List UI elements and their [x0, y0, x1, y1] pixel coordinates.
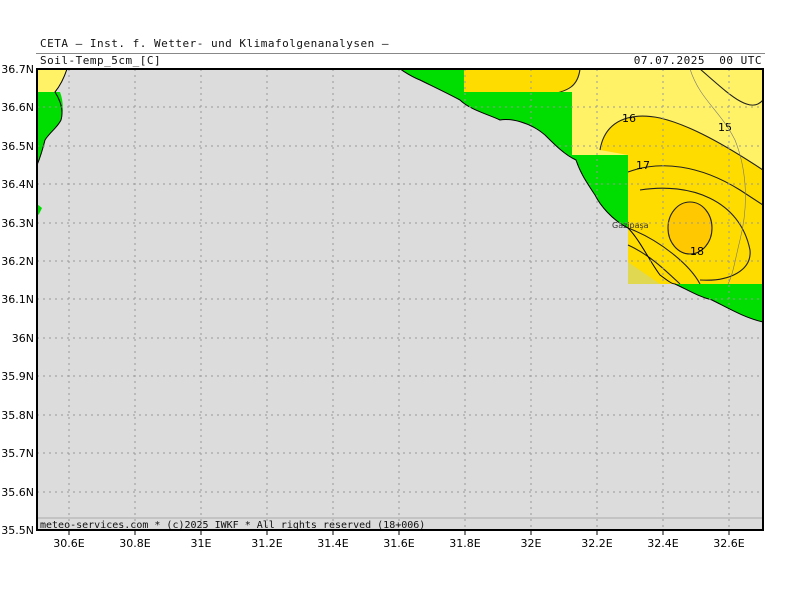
lat-tick-label: 36.1N [1, 293, 34, 306]
northwest-land [37, 69, 67, 92]
band-coastal [628, 262, 660, 284]
lon-tick-label: 32.6E [713, 537, 744, 550]
lat-tick-label: 35.9N [1, 370, 34, 383]
lat-tick-label: 36.4N [1, 178, 34, 191]
lat-tick-label: 36.2N [1, 255, 34, 268]
isotherms [544, 69, 763, 285]
lon-tick-label: 31.4E [317, 537, 348, 550]
longitude-labels: 30.6E 30.8E 31E 31.2E 31.4E 31.6E 31.8E … [53, 537, 744, 550]
coastline-west [37, 69, 68, 166]
lat-tick-label: 36.6N [1, 101, 34, 114]
lon-tick-label: 32.4E [647, 537, 678, 550]
band-17-18 [668, 202, 712, 254]
coastline [399, 69, 763, 323]
lon-tick-label: 31.2E [251, 537, 282, 550]
isotherm-15 [699, 69, 763, 106]
lon-tick-label: 32.2E [581, 537, 612, 550]
land-mask-west-small [37, 204, 42, 216]
land-mask-northeast [400, 69, 628, 228]
tick-marks [68, 530, 730, 535]
city-label-gazipasa: Gazipaşa [612, 221, 649, 230]
contour-label-18: 18 [690, 245, 704, 258]
graticule [37, 69, 763, 530]
map-frame [36, 68, 764, 531]
terrain-line [689, 69, 746, 285]
isotherm-coastal [627, 244, 681, 285]
footer-copyright: meteo-services.com * (c)2025 IWKF * All … [40, 520, 425, 531]
header-institute: CETA – Inst. f. Wetter- und Klimafolgena… [40, 37, 390, 50]
lon-tick-label: 30.6E [53, 537, 84, 550]
isotherm-17 [627, 165, 763, 206]
lat-tick-label: 35.5N [1, 524, 34, 537]
land-mask [37, 69, 763, 322]
isotherm-coastal-b [627, 227, 701, 285]
valid-time: 07.07.2025 00 UTC [633, 54, 762, 67]
lat-tick-label: 35.7N [1, 447, 34, 460]
lon-tick-label: 32E [521, 537, 542, 550]
lon-tick-label: 30.8E [119, 537, 150, 550]
land-mask-west [37, 92, 63, 165]
variable-label: Soil-Temp_5cm_[C] [40, 54, 162, 67]
lat-tick-label: 36.3N [1, 217, 34, 230]
band-16-17-east [600, 116, 763, 284]
lon-tick-label: 31.6E [383, 537, 414, 550]
header-divider [36, 53, 765, 54]
lat-tick-label: 35.6N [1, 486, 34, 499]
lat-tick-label: 36.5N [1, 140, 34, 153]
band-16-17-north [464, 69, 580, 95]
temperature-field [400, 69, 763, 284]
contour-label-16: 16 [622, 112, 636, 125]
isotherm-18 [667, 201, 713, 255]
lat-tick-label: 36.7N [1, 63, 34, 76]
land-mask-southeast [675, 284, 763, 322]
isotherm-17b [639, 187, 751, 281]
latitude-labels: 36.7N 36.6N 36.5N 36.4N 36.3N 36.2N 36.1… [1, 63, 34, 537]
contour-label-17: 17 [636, 159, 650, 172]
lat-tick-label: 36N [12, 332, 34, 345]
lon-tick-label: 31.8E [449, 537, 480, 550]
contour-label-15: 15 [718, 121, 732, 134]
lat-tick-label: 35.8N [1, 409, 34, 422]
isotherm-16 [599, 115, 763, 171]
lon-tick-label: 31E [191, 537, 212, 550]
